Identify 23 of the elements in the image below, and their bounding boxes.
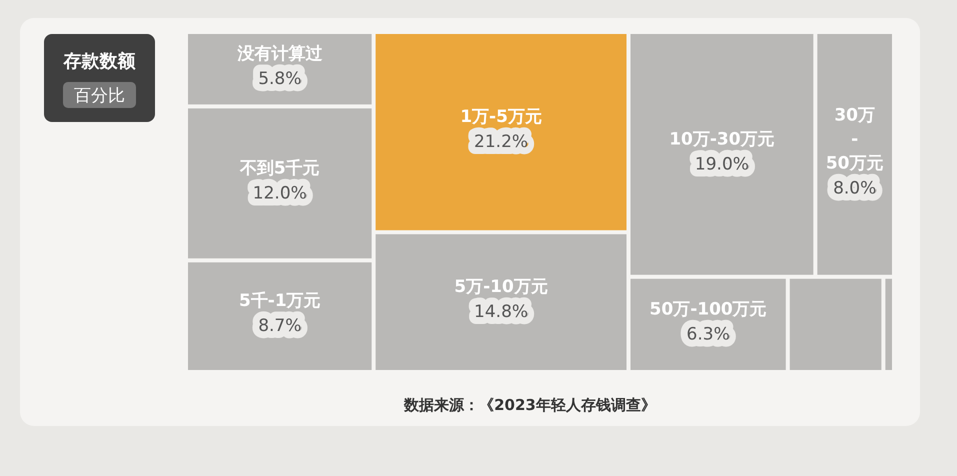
title-box: 存款数额 百分比 [44,34,155,122]
category-label: 10万-30万元 [669,129,775,150]
cell: 5万-10万元 14.8% [376,234,626,370]
cell: 不到5千元 12.0% [188,108,372,258]
data-label: 8.7% [258,316,302,336]
data-label: 6.3% [686,324,730,344]
category-label: 30万-50万元 [826,105,884,174]
cell: 没有计算过 5.8% [188,34,372,104]
cell: 30万-50万元 8.0% [817,34,892,275]
data-label: 12.0% [252,183,307,204]
data-label: 19.0% [694,154,749,174]
category-label: 50万-100万元 [650,299,767,320]
category-label: 5万-10万元 [454,277,548,298]
cell: 10万-30万元 19.0% [630,34,814,275]
cell: 5千-1万元 8.7% [188,262,372,370]
data-label: 8.0% [833,178,876,198]
data-label: 14.8% [474,302,528,322]
category-label: 没有计算过 [236,44,324,64]
source-note: 数据来源：《2023年轻人存钱调查》 [403,396,656,414]
cell: 50万-100万元 6.3% [630,278,786,370]
data-label: 5.8% [258,69,302,90]
category-label: 不到5千元 [238,158,320,178]
category-label: 5千-1万元 [238,291,321,312]
